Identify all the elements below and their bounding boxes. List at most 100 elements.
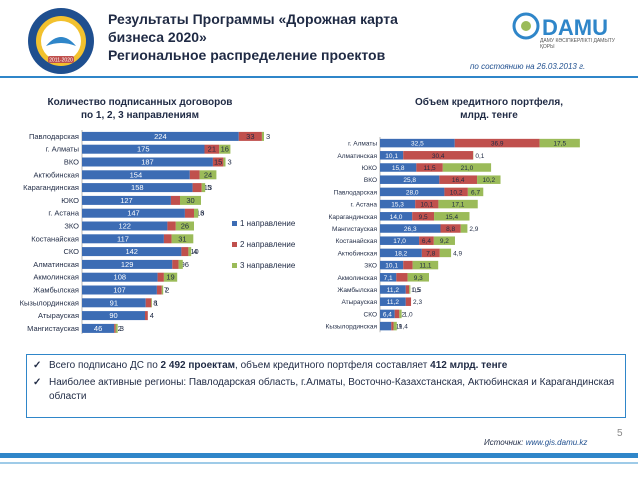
category-label: ЮКО [61,196,79,205]
bar-segment [82,131,239,141]
category-label: Кызылординская [326,324,378,331]
data-label: 108 [114,273,127,282]
category-label: ЮКО [362,165,377,172]
bar-segment [440,224,461,233]
legend-swatch [232,242,237,247]
data-label: 4 [150,311,154,320]
data-label: 10,2 [450,189,463,196]
legend-label: 1 направление [240,219,296,228]
bar-segment [82,311,145,321]
bar-segment [82,170,190,180]
bar-segment [419,236,434,245]
category-label: ВКО [364,177,377,184]
category-label: Атырауская [38,311,79,320]
bar-segment [380,321,392,331]
data-label: 3 [228,158,232,167]
bar-segment [467,187,484,197]
data-label: 8,8 [446,226,455,233]
category-label: г. Алматы [46,145,79,154]
bar-segment [115,323,118,333]
summary-box: ✓ Всего подписано ДС по 2 492 проектам, … [26,354,626,418]
page-title: Результаты Программы «Дорожная карта биз… [108,11,398,63]
category-label: Павлодарская [334,189,378,196]
summary-bullet-1: ✓ Всего подписано ДС по 2 492 проектам, … [33,360,508,371]
data-label: 2,3 [413,299,422,306]
bar-segment [82,208,185,218]
bar-segment [157,272,164,282]
data-label: 16,4 [452,177,465,184]
data-label: 1 [154,298,158,307]
data-label: 10,1 [385,153,398,160]
bar-segment [415,199,439,209]
data-label: 6 [200,209,204,218]
category-label: Карагандинская [329,214,378,221]
data-label: 142 [125,247,138,256]
data-label: 32,5 [411,141,424,148]
bar-segment [380,285,406,294]
bar-segment [172,259,179,269]
page-number: 5 [617,428,623,439]
bar-segment [380,187,445,197]
data-label: 14,0 [390,214,403,221]
bar-segment [421,248,440,258]
bar-segment [223,157,226,167]
data-label: 4,9 [393,324,402,331]
source-link[interactable]: www.gis.damu.kz [525,438,588,447]
category-label: Атырауская [341,299,377,306]
data-label: 10 [190,247,198,256]
data-label: 4,9 [453,250,462,257]
bar-segment [163,234,172,244]
data-label: 15,4 [445,214,458,221]
bar-segment [412,260,439,270]
bar-segment [82,259,173,269]
bar-segment [438,199,478,209]
data-label: 10,2 [482,177,495,184]
category-label: Карагандинская [23,183,79,192]
data-label: 25,8 [403,177,416,184]
bar-segment [82,272,158,282]
bar-segment [393,321,397,331]
category-label: СКО [63,247,79,256]
bar-segment [444,187,468,197]
bar-segment [151,298,152,308]
bar-segment [539,138,580,148]
data-label: 2 [401,311,405,318]
svg-text:2011-2020: 2011-2020 [49,58,73,64]
bar-segment [82,157,213,167]
data-label: 187 [141,158,154,167]
data-label: 46 [94,324,102,333]
bar-segment [189,170,200,180]
bar-segment [219,144,231,154]
bar-segment [156,285,162,295]
bar-segment [82,234,164,244]
bar-segment [178,259,183,269]
data-label: 6 [185,260,189,269]
data-label: 33 [246,132,254,141]
date-note: по состоянию на 26.03.2013 г. [470,62,586,71]
header-divider [0,76,638,78]
data-label: 3 [266,132,270,141]
data-label: 3 [120,324,124,333]
bar-segment [171,234,194,244]
data-label: 90 [109,311,117,320]
data-label: 15,3 [391,202,404,209]
bar-segment [192,183,202,193]
data-label: 24 [204,170,212,179]
category-label: Павлодарская [29,132,79,141]
data-label: 0,5 [412,287,421,294]
data-label: 154 [130,170,143,179]
chart1-title: Количество подписанных договоров по 1, 2… [47,97,233,121]
data-label: 17,1 [452,202,465,209]
category-label: Алматинская [33,260,79,269]
data-label: 15,8 [392,165,405,172]
data-label: 26 [181,222,189,231]
category-label: г. Астана [48,209,79,218]
legend-label: 3 направление [240,261,296,270]
bar-segment [238,131,262,141]
bar-segment [82,298,146,308]
bar-segment [380,297,406,306]
category-label: Акмолинская [337,275,377,282]
bar-segment [82,285,157,295]
bar-segment [394,309,400,319]
data-label: 31 [178,234,186,243]
